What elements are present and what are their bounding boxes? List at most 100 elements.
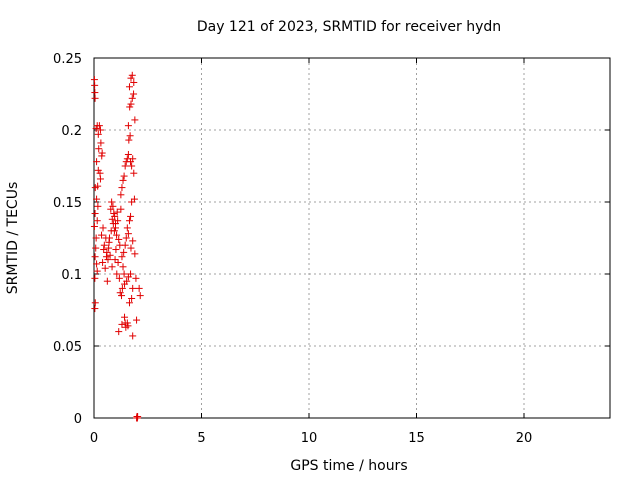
- data-point: [90, 222, 98, 230]
- data-point: [133, 413, 141, 421]
- data-point: [126, 132, 134, 140]
- data-point: [118, 253, 126, 261]
- data-point: [91, 274, 99, 282]
- data-point: [94, 130, 102, 138]
- x-tick-label: 10: [301, 431, 318, 446]
- x-tick-label: 15: [408, 431, 425, 446]
- data-point: [93, 267, 101, 275]
- data-point: [127, 270, 135, 278]
- axis-ticks: 0 5 10 15 20 0 0.05 0.1 0.15 0.2 0.25: [53, 52, 610, 446]
- data-points: [90, 71, 144, 422]
- x-tick-label: 0: [90, 431, 98, 446]
- data-point: [106, 251, 114, 259]
- data-point: [121, 241, 129, 249]
- data-point: [110, 227, 118, 235]
- data-point: [91, 94, 99, 102]
- data-point: [112, 220, 119, 228]
- data-point: [96, 175, 104, 183]
- y-tick-label: 0.2: [61, 124, 82, 139]
- data-point: [129, 284, 137, 292]
- data-point: [118, 184, 126, 192]
- data-point: [100, 246, 108, 254]
- data-point: [128, 162, 136, 170]
- data-point: [125, 83, 133, 91]
- data-point: [97, 139, 105, 147]
- data-point: [93, 217, 101, 225]
- data-point: [129, 332, 137, 340]
- data-point: [124, 322, 132, 330]
- data-point: [98, 152, 106, 160]
- data-point: [113, 208, 121, 216]
- data-point: [129, 155, 137, 163]
- grid-lines: [94, 58, 610, 418]
- data-point: [119, 176, 127, 184]
- data-point: [114, 258, 122, 266]
- data-point: [108, 198, 116, 206]
- data-point: [124, 230, 132, 238]
- data-point: [93, 158, 101, 166]
- data-point: [105, 234, 113, 242]
- data-point: [91, 253, 99, 261]
- y-axis-label: SRMTID / TECUs: [5, 182, 21, 295]
- data-point: [115, 235, 123, 243]
- chart-title: Day 121 of 2023, SRMTID for receiver hyd…: [197, 19, 501, 35]
- data-point: [98, 231, 106, 239]
- data-point: [131, 250, 139, 258]
- data-point: [128, 94, 136, 102]
- data-point: [91, 81, 99, 89]
- data-point: [129, 237, 137, 245]
- data-point: [125, 217, 133, 225]
- data-point: [115, 274, 123, 282]
- data-point: [102, 253, 110, 261]
- data-point: [127, 244, 135, 252]
- data-point: [99, 258, 107, 266]
- data-point: [132, 274, 140, 282]
- data-point: [125, 136, 133, 144]
- data-point: [91, 184, 99, 192]
- data-point: [113, 270, 121, 278]
- data-point: [127, 100, 135, 108]
- data-point: [118, 284, 126, 292]
- data-point: [99, 224, 107, 232]
- data-point: [135, 284, 143, 292]
- data-point: [119, 263, 127, 271]
- data-point: [94, 202, 102, 210]
- x-axis-label: GPS time / hours: [290, 458, 407, 474]
- data-point: [124, 150, 132, 158]
- plot-frame: [93, 57, 611, 419]
- data-point: [105, 244, 113, 252]
- data-point: [115, 328, 123, 336]
- data-point: [128, 71, 136, 79]
- data-point: [100, 241, 108, 249]
- y-tick-label: 0.15: [53, 196, 82, 211]
- data-point: [113, 231, 121, 239]
- data-point: [111, 256, 119, 264]
- data-point: [123, 319, 131, 327]
- data-point: [95, 122, 103, 130]
- data-point: [91, 210, 99, 218]
- x-tick-label: 20: [516, 431, 533, 446]
- data-point: [92, 244, 100, 252]
- data-point: [94, 166, 102, 174]
- data-point: [103, 277, 111, 285]
- data-point: [122, 234, 130, 242]
- y-tick-label: 0: [74, 412, 82, 427]
- data-point: [121, 313, 129, 321]
- data-point: [130, 169, 138, 177]
- data-point: [125, 299, 133, 307]
- y-tick-label: 0.1: [61, 268, 82, 283]
- data-point: [92, 125, 100, 133]
- y-tick-label: 0.05: [53, 340, 82, 355]
- data-point: [101, 264, 109, 272]
- data-point: [123, 277, 131, 285]
- data-point: [93, 260, 101, 268]
- x-tick-label: 5: [197, 431, 205, 446]
- data-point: [127, 74, 135, 82]
- data-point: [128, 198, 136, 206]
- data-point: [116, 289, 124, 297]
- data-point: [91, 305, 99, 313]
- data-point: [96, 126, 104, 134]
- data-point: [111, 212, 119, 220]
- data-point: [118, 292, 126, 300]
- data-point: [120, 270, 128, 278]
